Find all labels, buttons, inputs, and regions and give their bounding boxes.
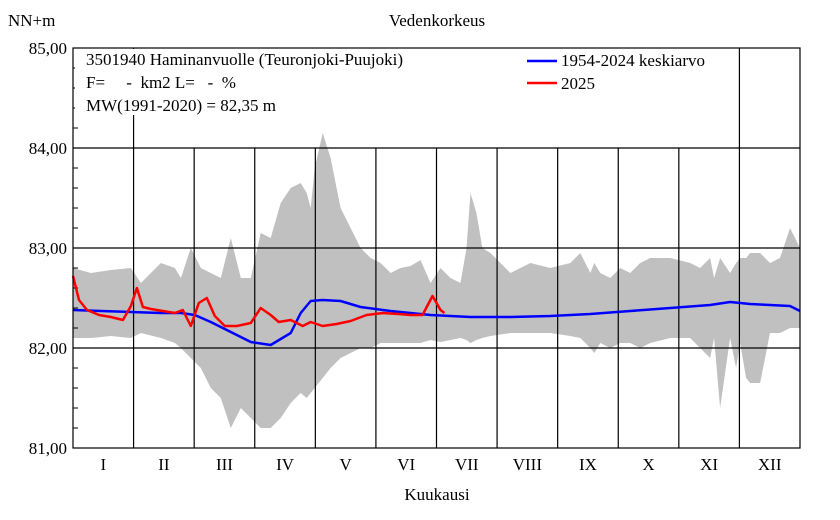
y-axis-label: NN+m [8, 11, 55, 30]
y-tick-label: 81,00 [29, 439, 67, 458]
x-tick-label: VI [397, 455, 415, 474]
y-tick-label: 85,00 [29, 39, 67, 58]
catchment-info: F= - km2 L= - % [86, 73, 236, 92]
x-tick-label: V [339, 455, 352, 474]
x-tick-label: I [100, 455, 106, 474]
y-tick-label: 82,00 [29, 339, 67, 358]
x-tick-label: II [158, 455, 170, 474]
mean-water-level: MW(1991-2020) = 82,35 m [86, 96, 276, 115]
legend-label-2025: 2025 [561, 74, 595, 93]
x-tick-label: XII [758, 455, 782, 474]
y-tick-labels: 81,00 82,00 83,00 84,00 85,00 [29, 39, 67, 458]
x-tick-label: X [642, 455, 654, 474]
legend: 1954-2024 keskiarvo 2025 [527, 51, 705, 93]
x-tick-label: VIII [513, 455, 543, 474]
x-axis-label: Kuukausi [404, 485, 469, 504]
series-layer [71, 275, 801, 347]
legend-label-mean: 1954-2024 keskiarvo [561, 51, 705, 70]
x-tick-label: III [216, 455, 233, 474]
x-tick-label: IX [579, 455, 597, 474]
x-tick-label: IV [276, 455, 295, 474]
series-line-2025 [71, 275, 446, 328]
y-tick-label: 84,00 [29, 139, 67, 158]
chart-title: Vedenkorkeus [389, 11, 485, 30]
plot-frame [72, 47, 801, 449]
info-box-bg [75, 49, 493, 115]
grid-layer [73, 47, 800, 449]
x-tick-label: VII [455, 455, 479, 474]
x-tick-label: XI [700, 455, 718, 474]
y-tick-label: 83,00 [29, 239, 67, 258]
x-tick-labels: I II III IV V VI VII VIII IX X XI XII [100, 455, 781, 474]
station-name: 3501940 Haminanvuolle (Teuronjoki-Puujok… [86, 50, 403, 69]
series-line-mean [72, 298, 801, 347]
